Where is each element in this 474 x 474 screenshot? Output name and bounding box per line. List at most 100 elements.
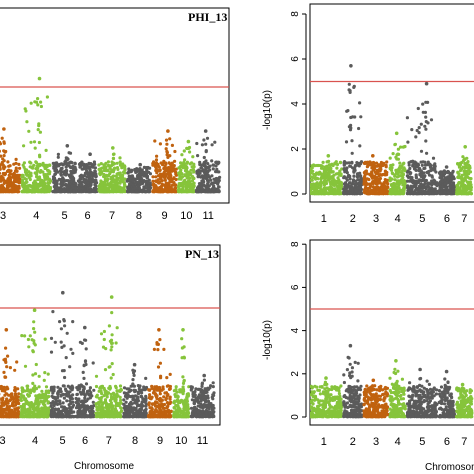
snp-point xyxy=(388,167,392,171)
snp-point xyxy=(6,354,10,358)
snp-point xyxy=(365,189,369,193)
snp-point xyxy=(78,414,82,418)
snp-point xyxy=(139,170,143,174)
snp-point xyxy=(108,183,112,187)
snp-point xyxy=(414,176,418,180)
snp-point xyxy=(415,192,419,196)
snp-point xyxy=(188,150,192,154)
snp-point xyxy=(44,148,48,152)
snp-point xyxy=(402,161,406,165)
snp-point xyxy=(13,388,17,392)
snp-point xyxy=(184,164,188,168)
snp-point xyxy=(204,149,208,153)
snp-point xyxy=(200,143,204,147)
snp-point xyxy=(367,177,371,182)
snp-point xyxy=(350,151,354,155)
snp-point xyxy=(89,182,93,186)
snp-point xyxy=(120,166,124,170)
snp-point xyxy=(415,128,419,133)
snp-point xyxy=(110,163,114,167)
x-tick-label: 5 xyxy=(61,210,67,222)
snp-point xyxy=(122,170,126,174)
snp-point xyxy=(23,364,28,368)
snp-point xyxy=(64,356,68,360)
snp-point xyxy=(174,183,178,187)
snp-point xyxy=(39,104,44,109)
snp-point xyxy=(428,165,433,169)
snp-point xyxy=(347,161,351,165)
snp-point xyxy=(106,177,110,181)
snp-point xyxy=(314,191,318,195)
snp-point xyxy=(15,174,19,178)
snp-point xyxy=(172,168,176,172)
chromosome-7-points xyxy=(94,295,124,419)
snp-point xyxy=(419,169,423,173)
snp-point xyxy=(0,410,4,414)
snp-point xyxy=(170,183,175,187)
snp-point xyxy=(390,189,395,193)
snp-point xyxy=(431,192,435,196)
snp-point xyxy=(0,163,2,167)
snp-point xyxy=(92,388,96,392)
snp-point xyxy=(16,387,20,391)
snp-point xyxy=(37,393,42,397)
snp-point xyxy=(42,408,46,412)
snp-point xyxy=(167,154,171,158)
snp-point xyxy=(28,390,33,394)
snp-point xyxy=(152,160,156,164)
snp-point xyxy=(356,178,360,182)
snp-point xyxy=(68,385,72,389)
snp-point xyxy=(332,180,336,184)
snp-point xyxy=(59,172,63,176)
snp-point xyxy=(418,191,422,195)
snp-point xyxy=(111,183,115,187)
snp-point xyxy=(71,164,75,168)
snp-point xyxy=(15,407,20,412)
snp-point xyxy=(310,175,313,179)
snp-point xyxy=(352,182,356,186)
snp-point xyxy=(38,415,42,419)
snp-point xyxy=(98,173,102,177)
snp-point xyxy=(4,411,8,415)
snp-point xyxy=(88,396,92,400)
snp-point xyxy=(37,124,41,128)
snp-point xyxy=(339,185,343,189)
snp-point xyxy=(82,385,86,389)
snp-point xyxy=(51,415,55,419)
snp-point xyxy=(354,189,358,193)
snp-point xyxy=(350,187,354,191)
snp-point xyxy=(406,184,410,188)
snp-point xyxy=(468,166,472,170)
snp-point xyxy=(75,399,79,404)
snp-point xyxy=(455,183,459,188)
snp-point xyxy=(444,186,448,190)
chromosome-3-points xyxy=(362,154,390,196)
snp-point xyxy=(43,371,47,375)
snp-point xyxy=(362,188,367,192)
panel-title: PN_13 xyxy=(185,247,219,261)
chromosome-6-points xyxy=(76,152,99,194)
snp-point xyxy=(65,331,69,335)
snp-point xyxy=(51,391,55,395)
panel-top-left: PHI_13 3 4 5 6 7 8 9 10 11 xyxy=(0,7,230,222)
snp-point xyxy=(22,405,26,409)
snp-point xyxy=(39,182,44,186)
snp-point xyxy=(371,191,375,196)
snp-point xyxy=(66,413,70,417)
snp-point xyxy=(106,160,110,164)
snp-point xyxy=(157,187,161,191)
snp-point xyxy=(401,176,405,180)
snp-point xyxy=(37,385,41,389)
snp-point xyxy=(409,184,413,188)
snp-point xyxy=(38,155,42,159)
snp-point xyxy=(210,143,214,147)
snp-point xyxy=(180,164,184,168)
snp-point xyxy=(0,174,4,178)
snp-point xyxy=(331,163,335,168)
snp-point xyxy=(441,180,445,184)
snp-point xyxy=(49,350,54,354)
snp-point xyxy=(199,190,203,194)
peak-point xyxy=(186,139,191,144)
snp-point xyxy=(24,168,28,172)
snp-point xyxy=(105,174,109,178)
